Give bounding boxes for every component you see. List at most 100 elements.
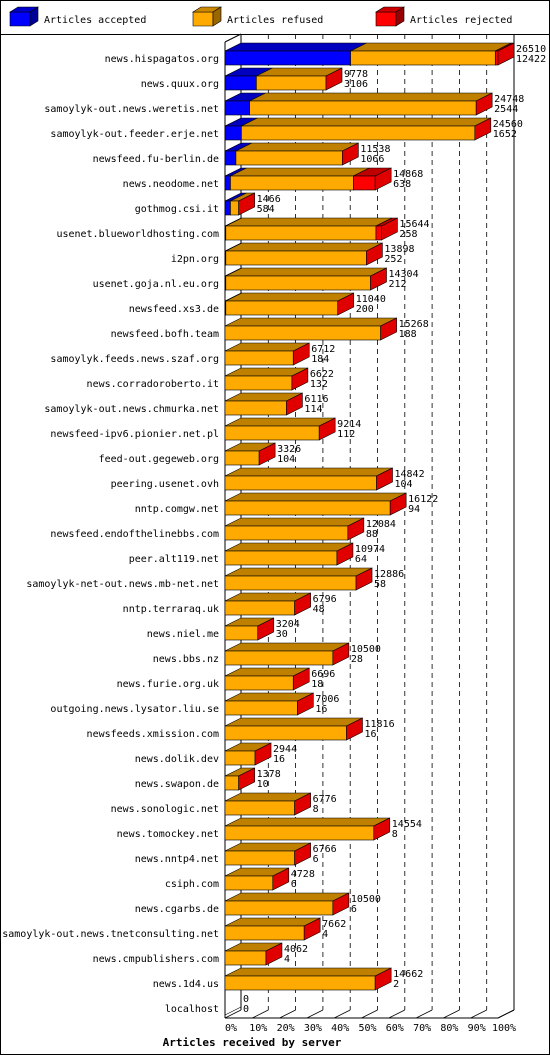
rejected-label: 114	[304, 404, 322, 415]
row-label: news.swapon.de	[135, 779, 219, 790]
bar-end-cap	[366, 242, 383, 266]
bar-segment-1	[224, 500, 391, 516]
bar-end-cap	[257, 617, 275, 641]
x-tick	[306, 1009, 324, 1019]
row-label: newsfeed.xs3.de	[129, 304, 219, 315]
total-label: 11538	[360, 144, 390, 155]
total-label: 10974	[355, 544, 385, 555]
bar-end-cap	[342, 142, 359, 166]
bar-segment-1	[224, 575, 357, 591]
legend: Articles accepted Articles refused Article…	[8, 6, 512, 27]
bar-top-1	[225, 217, 393, 227]
bar-segment-1	[224, 600, 295, 616]
rejected-label: 6	[313, 854, 319, 865]
bar-end-cap	[475, 92, 493, 116]
bar-end-cap	[238, 767, 255, 791]
bar-end-cap	[381, 217, 398, 241]
x-tick	[334, 1009, 351, 1019]
bar-segment-1	[230, 175, 354, 191]
total-label: 6696	[311, 669, 335, 680]
bar-segment-0	[224, 200, 231, 216]
legend-swatch-side	[29, 6, 39, 27]
bar-top-1	[225, 242, 383, 252]
rejected-label: 10	[257, 779, 269, 790]
bar-end-cap	[376, 467, 393, 491]
rejected-label: 1066	[360, 154, 384, 165]
rejected-label: 6	[351, 904, 357, 915]
bar-end-cap	[294, 792, 311, 816]
bar-top-1	[224, 467, 393, 477]
total-label: 3326	[277, 444, 301, 455]
rejected-label: 638	[393, 179, 411, 190]
rejected-label: 30	[276, 629, 288, 640]
total-label: 1378	[257, 769, 281, 780]
bar-top-1	[224, 542, 354, 552]
rejected-label: 188	[399, 329, 417, 340]
bar-end-cap	[374, 967, 392, 991]
bar-end-cap	[332, 642, 350, 666]
bar-segment-1	[224, 375, 293, 391]
total-label: 6796	[313, 594, 337, 605]
bar-segment-1	[224, 775, 239, 791]
rejected-label: 584	[257, 204, 275, 215]
total-label: 16122	[408, 494, 438, 505]
bar-top-1	[225, 292, 354, 302]
legend-swatch	[375, 11, 397, 27]
bar-end-cap	[265, 942, 283, 966]
bar-segment-1	[350, 50, 496, 66]
bar-segment-1	[225, 275, 371, 291]
bar-segment-2	[375, 225, 382, 241]
legend-item-articles-accepted: Articles accepted	[8, 6, 146, 27]
bar-segment-1	[241, 125, 476, 141]
x-tick-label: 30%	[304, 1023, 322, 1034]
bar-segment-0	[224, 125, 242, 141]
row-label: news.furie.org.uk	[117, 679, 219, 690]
x-tick-label: 0%	[225, 1023, 237, 1034]
rejected-label: 104	[277, 454, 295, 465]
x-tick-label: 40%	[331, 1023, 349, 1034]
legend-item-articles-refused: Articles refused	[191, 6, 323, 27]
bar-segment-1	[235, 150, 343, 166]
x-tick	[415, 1009, 433, 1019]
total-label: 24748	[494, 94, 524, 105]
bar-segment-1	[224, 475, 377, 491]
total-label: 14662	[393, 969, 423, 980]
bar-segment-1	[249, 100, 477, 116]
x-tick-label: 90%	[468, 1023, 486, 1034]
x-tick-label: 80%	[440, 1023, 458, 1034]
total-label: 2944	[273, 744, 297, 755]
rejected-label: 4	[322, 929, 328, 940]
row-label: peering.usenet.ovh	[111, 479, 219, 490]
bar-segment-1	[224, 875, 274, 891]
bar-top-1	[224, 417, 336, 427]
row-label: nntp.comgw.net	[135, 504, 219, 515]
bar-end-cap	[286, 392, 303, 416]
bar-end-cap	[294, 592, 311, 616]
bar-segment-1	[224, 950, 267, 966]
bar-end-cap	[373, 817, 391, 841]
bar-row: samoylyk-out.news.tnetconsulting.net 7662…	[2, 917, 346, 941]
row-label: peer.alt119.net	[129, 554, 219, 565]
rejected-label: 104	[395, 479, 413, 490]
bar-top-1	[225, 267, 387, 277]
bar-segment-1	[224, 350, 294, 366]
row-label: newsfeed-ipv6.pionier.net.pl	[50, 429, 219, 440]
bar-segment-1	[256, 75, 327, 91]
total-label: 10500	[351, 644, 381, 655]
rejected-label: 6	[291, 879, 297, 890]
total-label: 12084	[366, 519, 396, 530]
